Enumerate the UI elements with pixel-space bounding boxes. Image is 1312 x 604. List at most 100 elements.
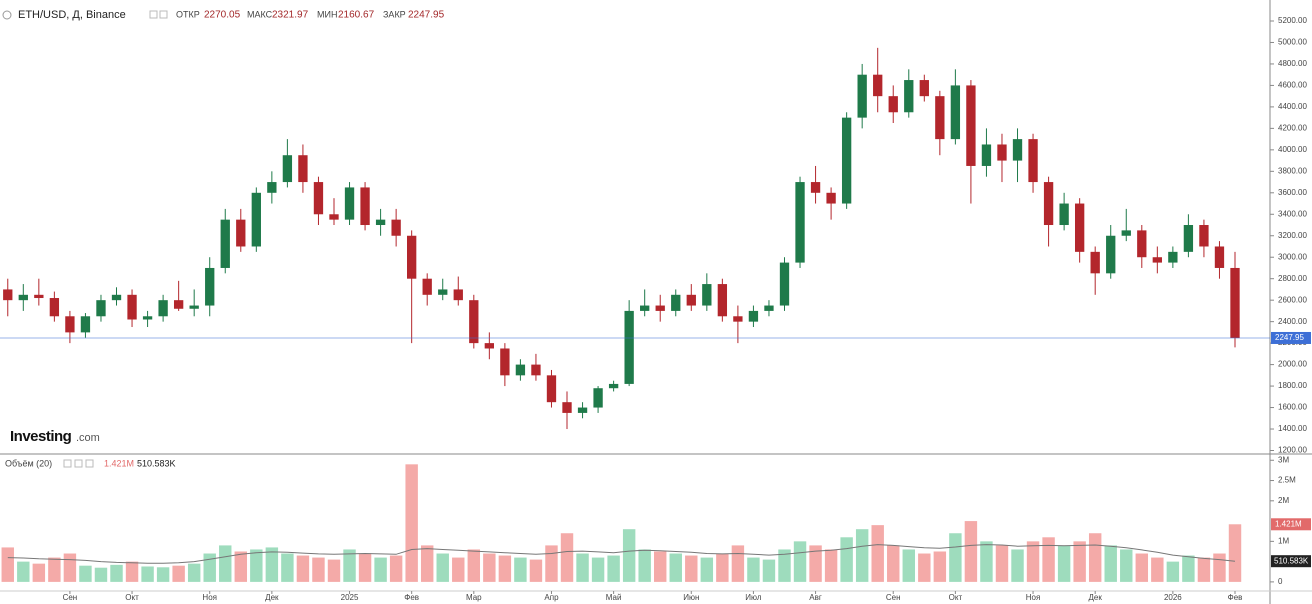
volume-bar xyxy=(840,537,853,582)
volume-bar xyxy=(420,545,434,582)
candle-body xyxy=(593,388,603,408)
volume-bar xyxy=(1120,549,1133,582)
candle-body xyxy=(1121,230,1131,236)
y-tick-label: 4000.00 xyxy=(1278,145,1307,154)
y-tick-label: 4200.00 xyxy=(1278,123,1307,132)
candle-body xyxy=(205,267,215,306)
candle-body xyxy=(888,96,898,113)
candle-body xyxy=(1168,251,1178,263)
candle-body xyxy=(515,364,526,376)
candle-body xyxy=(779,262,790,306)
candle-body xyxy=(764,305,774,311)
candle-body xyxy=(3,289,13,301)
high-label: МАКС xyxy=(247,9,273,19)
volume-bar xyxy=(933,551,947,582)
candle-body xyxy=(966,85,976,166)
volume-bar xyxy=(1213,553,1226,582)
candle-body xyxy=(344,187,355,220)
candle-body xyxy=(826,192,836,204)
y-tick-label: 5000.00 xyxy=(1278,38,1307,47)
candle-body xyxy=(360,187,370,226)
volume-bar xyxy=(1182,555,1195,582)
candle-body xyxy=(484,343,494,349)
candle-body xyxy=(1230,267,1240,338)
y-tick-label: 4400.00 xyxy=(1278,102,1307,111)
open-label: ОТКР xyxy=(176,9,200,19)
last-ma-tag xyxy=(1271,555,1311,568)
volume-bar xyxy=(1088,533,1102,582)
candle-body xyxy=(810,182,821,193)
volume-bar xyxy=(855,529,869,582)
volume-bar xyxy=(63,553,77,582)
candle-body xyxy=(1183,225,1194,252)
icon[interactable] xyxy=(74,459,83,468)
y-tick-label: 4600.00 xyxy=(1278,81,1307,90)
volume-bar xyxy=(514,557,527,582)
x-tick-label: Авг xyxy=(809,593,822,602)
candle-body xyxy=(251,192,261,247)
candle-body xyxy=(173,300,184,309)
candle-body xyxy=(857,74,867,118)
volume-bar xyxy=(467,549,481,582)
y-tick-label: 1600.00 xyxy=(1278,403,1307,412)
volume-bar xyxy=(824,549,838,582)
volume-bar xyxy=(980,541,993,582)
candle-body xyxy=(935,96,945,140)
y-tick-label: 2600.00 xyxy=(1278,295,1307,304)
volume-bar xyxy=(918,553,931,582)
y-tick-label: 1800.00 xyxy=(1278,381,1307,390)
candle-body xyxy=(407,235,417,279)
volume-bar xyxy=(187,563,201,582)
candle-body xyxy=(49,298,60,317)
candle-body xyxy=(453,289,463,301)
volume-bar xyxy=(1151,557,1164,582)
icon[interactable] xyxy=(149,10,158,19)
x-tick-label: Окт xyxy=(949,593,963,602)
candle-body xyxy=(702,284,712,306)
volume-bar xyxy=(949,533,962,582)
volume-bar xyxy=(809,545,822,582)
candle-body xyxy=(1137,230,1147,258)
symbol: ETH/USD, Д, Binance xyxy=(18,9,126,21)
volume-bar xyxy=(374,557,387,582)
candle-body xyxy=(795,182,805,263)
y-tick-label: 3000.00 xyxy=(1278,252,1307,261)
logo-suffix: .com xyxy=(76,432,100,444)
candle-body xyxy=(1199,225,1209,247)
last-volume-tag xyxy=(1271,518,1311,531)
icon[interactable] xyxy=(63,459,72,468)
x-tick-label: 2026 xyxy=(1164,593,1182,602)
x-tick-label: Дек xyxy=(1089,593,1103,602)
low-value: 2160.67 xyxy=(338,10,375,21)
volume-ma-line xyxy=(7,544,1236,564)
volume-bar xyxy=(638,549,651,582)
volume-y-tick-label: 0 xyxy=(1278,577,1283,586)
candle-body xyxy=(282,155,293,183)
volume-bar xyxy=(964,521,978,582)
volume-bar xyxy=(250,549,263,582)
x-tick-label: Ноя xyxy=(202,593,217,602)
volume-bar xyxy=(700,557,714,582)
volume-bar xyxy=(1042,537,1055,582)
volume-bar xyxy=(17,561,30,582)
candle-body xyxy=(391,219,401,236)
icon[interactable] xyxy=(159,10,168,19)
candle-body xyxy=(950,85,961,140)
candle-body xyxy=(640,305,650,311)
x-tick-label: Май xyxy=(606,593,622,602)
volume-bar xyxy=(79,565,92,582)
x-tick-label: Окт xyxy=(125,593,139,602)
candle-body xyxy=(733,316,743,322)
open-value: 2270.05 xyxy=(204,10,241,21)
volume-bar xyxy=(156,567,170,582)
volume-bar xyxy=(483,553,496,582)
x-tick-label: 2025 xyxy=(341,593,359,602)
y-tick-label: 3200.00 xyxy=(1278,231,1307,240)
volume-bar xyxy=(560,533,574,582)
close-value: 2247.95 xyxy=(408,10,445,21)
volume-bar xyxy=(1073,541,1086,582)
candle-body xyxy=(236,219,246,247)
icon[interactable] xyxy=(85,459,94,468)
volume-y-tick-label: 1M xyxy=(1278,536,1289,545)
y-tick-label: 1200.00 xyxy=(1278,446,1307,455)
